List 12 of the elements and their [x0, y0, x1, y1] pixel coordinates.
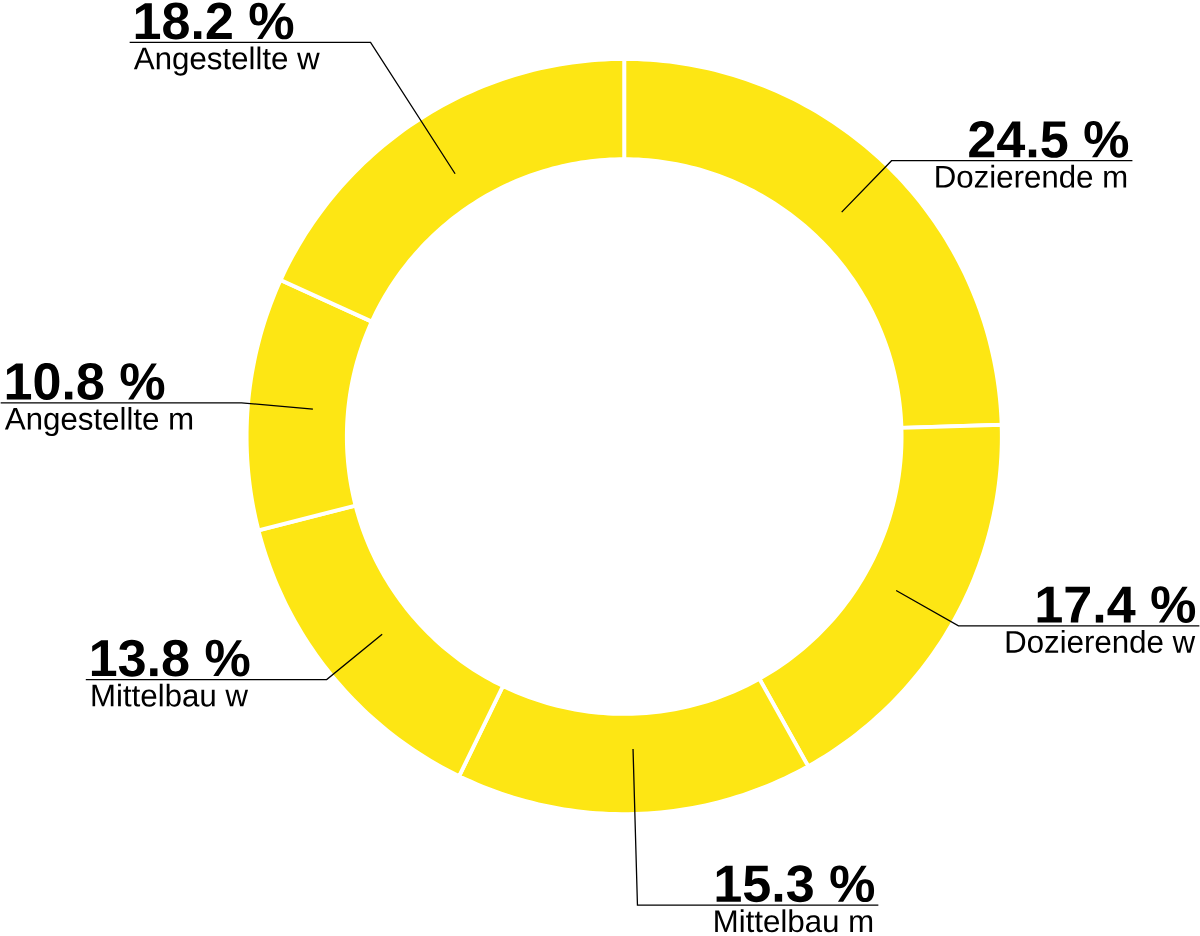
slice-label: Angestellte m [4, 406, 193, 437]
slice-label: Mittelbau w [92, 683, 249, 707]
data-label: 10.8 % [6, 362, 165, 400]
data-label: 15.3 % [716, 865, 875, 903]
data-label: 13.8 % [91, 639, 250, 677]
slice-label: Dozierende w [1006, 629, 1196, 653]
data-label: 24.5 % [969, 120, 1129, 158]
slice-label: Mittelbau m [715, 909, 873, 933]
slice-label: Dozierende m [936, 164, 1127, 188]
slice-label: Angestellte w [133, 46, 320, 76]
data-label: 18.2 % [135, 2, 294, 40]
data-label: 17.4 % [1037, 586, 1196, 623]
